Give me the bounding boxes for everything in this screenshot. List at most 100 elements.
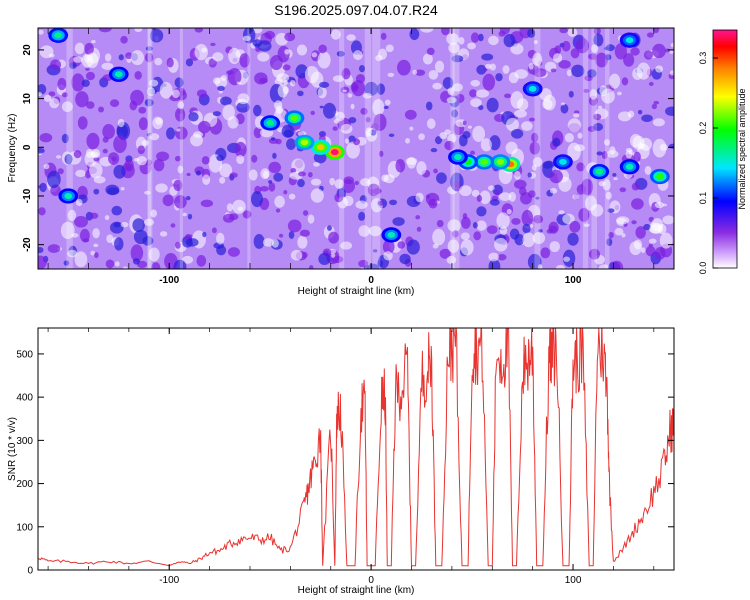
heatmap-noise-cell xyxy=(171,89,180,99)
colorbar: 0.0 0.1 0.2 0.3 Normalized spectral amplitu… xyxy=(698,29,747,274)
heatmap-hot-spot xyxy=(330,149,339,156)
heatmap-hot-spot xyxy=(480,158,489,165)
heatmap-noise-cell xyxy=(496,212,510,229)
heatmap-noise-cell xyxy=(508,191,516,202)
heatmap-noise-cell xyxy=(94,252,99,259)
heatmap-noise-cell xyxy=(222,213,235,223)
heatmap-noise-cell xyxy=(581,178,594,196)
heatmap-noise-cell xyxy=(381,174,389,182)
heatmap-noise-cell xyxy=(151,262,161,269)
heatmap-noise-cell xyxy=(176,128,181,132)
heatmap-noise-cell xyxy=(426,118,436,129)
heatmap-noise-cell xyxy=(147,87,155,97)
heatmap-noise-cell xyxy=(334,193,344,203)
heatmap-noise-cell xyxy=(542,161,553,169)
heatmap-noise-cell xyxy=(220,96,232,106)
heatmap-noise-cell xyxy=(47,244,61,253)
heatmap-noise-cell xyxy=(253,126,263,139)
heatmap-noise-cell xyxy=(137,145,145,155)
heatmap-noise-cell xyxy=(587,69,597,78)
heatmap-noise-cell xyxy=(652,118,665,127)
heatmap-noise-cell xyxy=(514,179,527,190)
heatmap-noise-cell xyxy=(621,233,626,238)
heatmap-noise-cell xyxy=(362,92,372,99)
heatmap-noise-cell xyxy=(570,48,580,59)
heatmap-noise-cell xyxy=(38,207,46,216)
heatmap-streak xyxy=(450,28,455,269)
heatmap-noise-cell xyxy=(640,247,646,254)
heatmap-noise-cell xyxy=(74,251,88,268)
heatmap-noise-cell xyxy=(637,109,643,115)
heatmap-noise-cell xyxy=(212,227,217,234)
heatmap-x-tick-label: 100 xyxy=(565,275,582,286)
colorbar-tick-label: 0.1 xyxy=(698,192,708,205)
heatmap-noise-cell xyxy=(601,151,608,160)
heatmap-noise-cell xyxy=(38,147,45,154)
heatmap-noise-cell xyxy=(74,216,89,228)
heatmap-noise-cell xyxy=(308,265,314,269)
heatmap-noise-cell xyxy=(397,241,406,249)
heatmap-noise-cell xyxy=(301,251,308,259)
heatmap-noise-cell xyxy=(665,106,674,116)
heatmap-noise-cell xyxy=(290,249,303,261)
heatmap-noise-cell xyxy=(93,243,99,248)
heatmap-hot-spot xyxy=(54,32,63,39)
heatmap-noise-cell xyxy=(625,147,633,153)
heatmap-noise-cell xyxy=(561,40,571,52)
heatmap-noise-cell xyxy=(420,28,434,33)
heatmap-noise-cell xyxy=(578,207,590,222)
heatmap-noise-cell xyxy=(497,254,507,261)
heatmap-noise-cell xyxy=(654,201,665,209)
heatmap-noise-cell xyxy=(373,113,387,131)
heatmap-noise-cell xyxy=(226,203,233,212)
heatmap-streak xyxy=(147,28,152,269)
snr-y-tick-label: 400 xyxy=(16,393,33,404)
heatmap-noise-cell xyxy=(47,170,61,189)
heatmap-noise-cell xyxy=(486,225,498,234)
heatmap-noise-cell xyxy=(144,98,154,107)
heatmap-noise-cell xyxy=(91,148,101,159)
heatmap-noise-cell xyxy=(383,251,393,261)
heatmap-noise-cell xyxy=(195,170,201,176)
snr-frame xyxy=(37,327,675,571)
heatmap-noise-cell xyxy=(273,172,284,182)
heatmap-noise-cell xyxy=(636,62,651,80)
heatmap-noise-cell xyxy=(538,229,543,233)
heatmap-noise-cell xyxy=(102,124,115,140)
heatmap-noise-cell xyxy=(60,221,75,240)
heatmap-noise-cell xyxy=(528,63,534,70)
heatmap-noise-cell xyxy=(84,42,94,55)
heatmap-noise-cell xyxy=(469,89,477,98)
heatmap-noise-cell xyxy=(597,105,603,109)
heatmap-noise-cell xyxy=(38,29,44,35)
heatmap-noise-cell xyxy=(268,180,273,184)
heatmap-noise-cell xyxy=(269,54,283,71)
heatmap-noise-cell xyxy=(216,232,225,245)
heatmap-noise-cell xyxy=(627,110,635,118)
heatmap-noise-cell xyxy=(531,164,537,171)
heatmap-noise-cell xyxy=(598,264,611,269)
heatmap-noise-cell xyxy=(227,116,239,129)
heatmap-noise-cell xyxy=(662,215,674,225)
heatmap-hot-spot xyxy=(300,139,309,146)
colorbar-gradient xyxy=(712,29,738,269)
heatmap-noise-cell xyxy=(531,132,539,143)
heatmap-noise-cell xyxy=(288,231,295,239)
heatmap-noise-cell xyxy=(441,28,450,36)
heatmap-noise-cell xyxy=(57,77,67,91)
heatmap-noise-cell xyxy=(61,92,68,98)
heatmap-noise-cell xyxy=(38,91,42,96)
heatmap-noise-cell xyxy=(494,237,508,252)
heatmap-noise-cell xyxy=(177,165,184,174)
heatmap-noise-cell xyxy=(470,32,480,43)
heatmap-noise-cell xyxy=(289,79,296,87)
heatmap-noise-cell xyxy=(284,48,290,55)
heatmap-noise-cell xyxy=(529,141,540,155)
heatmap-noise-cell xyxy=(446,32,459,45)
heatmap-noise-cell xyxy=(219,176,226,184)
heatmap-noise-cell xyxy=(298,171,307,177)
heatmap-noise-cell xyxy=(69,62,77,69)
heatmap-hot-spot xyxy=(625,163,634,170)
